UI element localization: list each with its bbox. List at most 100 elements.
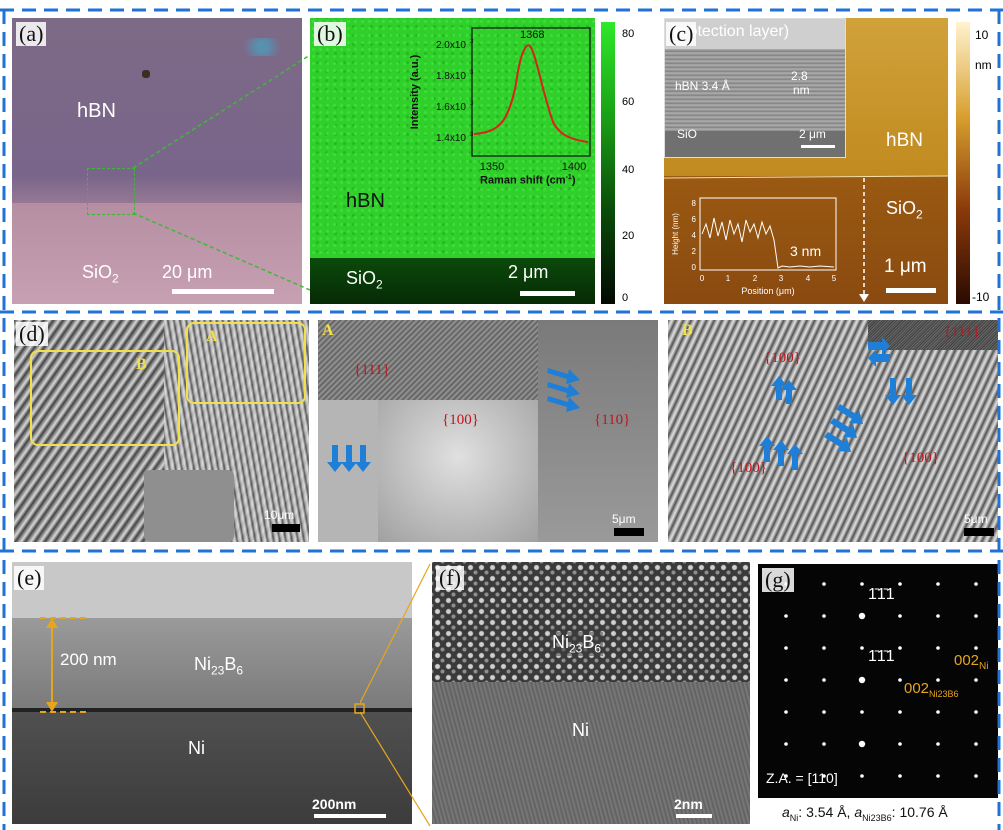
thickness-unit: nm: [793, 83, 810, 97]
zone-axis-label: Z.A. = [110]: [766, 770, 838, 786]
colorbar-bottom: -10: [972, 290, 990, 304]
diffraction-spot: [822, 678, 826, 682]
diffraction-spot: [974, 646, 978, 650]
diffraction-spot: [784, 742, 788, 746]
grain: [144, 470, 234, 542]
x-axis-label: Raman shift (cm-1): [480, 174, 576, 187]
diffraction-spot: [936, 742, 940, 746]
diffraction-spot: [858, 612, 866, 620]
ni-label: Ni: [188, 738, 205, 758]
scale-bar: [272, 524, 300, 532]
scale-bar: [520, 291, 575, 296]
box-label-a: A: [206, 328, 218, 345]
x-axis-label: Position (μm): [741, 286, 794, 296]
raman-texture: [310, 18, 595, 304]
height-profile-inset: 8 6 4 2 0 0 1 2 3 4 5 Position (μm) Heig…: [670, 194, 840, 296]
panel-d-sub-a: A {111} {100} {110} 5μm: [318, 320, 658, 542]
colorbar-top: 10: [975, 28, 989, 42]
diffraction-spot: [898, 614, 902, 618]
diffraction-spot: [858, 740, 866, 748]
diffraction-spot: [822, 742, 826, 746]
diffraction-spot: [974, 742, 978, 746]
thickness-label: 200 nm: [60, 650, 117, 669]
ni23b6-lattice: [432, 562, 750, 682]
sio2-inset-label: SiO: [677, 127, 698, 141]
lattice-constant-caption: aNi: 3.54 Å, aNi23B6: 10.76 Å: [782, 804, 948, 823]
ytick: 2: [692, 247, 697, 256]
colorbar-tick: 40: [622, 164, 635, 176]
sio2-label: SiO2: [886, 198, 923, 222]
inset-scale-label: 2 μm: [799, 127, 826, 141]
peak-label: 1368: [520, 29, 544, 41]
ni-lattice: [432, 682, 750, 824]
diffraction-spot: [860, 646, 864, 650]
protection-layer-region: [12, 562, 412, 618]
facet-label: {111}: [354, 362, 390, 378]
height-profile-chart: 8 6 4 2 0 0 1 2 3 4 5 Position (μm) Heig…: [671, 197, 837, 296]
xtick: 2: [753, 274, 758, 283]
scale-bar: [614, 528, 644, 536]
xtick: 0: [700, 274, 705, 283]
spot-label-002-ni: 002Ni: [954, 652, 989, 672]
scale-bar-label: 200nm: [312, 796, 357, 812]
thickness-marker: [40, 617, 365, 714]
facet-label: {111}: [944, 324, 980, 340]
facet-label: {100}: [442, 412, 479, 428]
panel-label-f: (f): [436, 566, 464, 590]
panel-label-e: (e): [14, 566, 45, 590]
afm-annotations: [664, 175, 948, 302]
svg-text:3: 3: [470, 39, 474, 45]
sio2-region: [12, 203, 302, 304]
thickness-label: 2.8: [791, 69, 808, 83]
xtick: 1350: [480, 161, 504, 173]
diffraction-spot: [974, 710, 978, 714]
diffraction-spot: [822, 614, 826, 618]
facet-111-region: [318, 320, 538, 400]
spot-label-002-ni23b6: 002Ni23B6: [904, 680, 959, 699]
diffraction-spot: [898, 646, 902, 650]
panel-d-sub-b: B {111} {100} {100} {100} 5μm: [668, 320, 998, 542]
svg-text:3: 3: [470, 132, 474, 138]
panel-d-sem-overview: (d) B A 10μm: [14, 320, 309, 542]
diffraction-spot: [936, 582, 940, 586]
panel-e-tem-cross-section: (e) 200 nm Ni23B6 Ni 200nm: [12, 562, 412, 824]
panel-b-raman-map: (b) hBN SiO2 2 μm 1368 2.0x10 1.8x10 1.6…: [310, 18, 595, 304]
hbn-spacing-label: hBN 3.4 Å: [675, 79, 730, 93]
panel-label-b: (b): [314, 22, 346, 46]
ytick: 6: [692, 215, 697, 224]
particle: [142, 70, 150, 78]
protection-layer-label: (protection layer): [669, 23, 790, 40]
ytick: 4: [692, 231, 697, 240]
diffraction-spot: [860, 710, 864, 714]
diffraction-spot: [936, 774, 940, 778]
scale-bar-label: 2 μm: [508, 262, 549, 282]
xtick: 1: [726, 274, 731, 283]
colorbar-c: [956, 22, 970, 304]
diffraction-spot: [784, 774, 788, 778]
scale-bar-label: 10μm: [264, 508, 295, 522]
panel-a-optical-image: (a) hBN SiO2 20 μm: [12, 18, 302, 304]
panel-label-g: (g): [762, 568, 794, 592]
diffraction-spot: [822, 646, 826, 650]
scale-bar: [172, 289, 274, 294]
hbn-label: hBN: [77, 100, 116, 122]
ni23b6-label: Ni23B6: [550, 632, 604, 656]
diffraction-spot: [784, 614, 788, 618]
direction-arrows-a: [327, 368, 580, 472]
scale-bar: [676, 814, 712, 818]
facet-label: {100}: [764, 350, 801, 366]
diffraction-spot: [974, 774, 978, 778]
interface-line: [12, 708, 412, 712]
panel-label-d: (d): [16, 322, 48, 346]
box-label-b: B: [136, 356, 147, 373]
colorbar-unit: nm: [975, 58, 992, 72]
ni-label: Ni: [572, 720, 589, 740]
diffraction-spot: [936, 614, 940, 618]
scale-bar-label: 1 μm: [884, 256, 927, 277]
diffraction-spot: [936, 646, 940, 650]
colorbar-tick: 0: [622, 292, 629, 304]
scale-bar-label: 5μm: [964, 512, 988, 526]
debris: [237, 38, 287, 56]
colorbar-tick: 80: [622, 28, 635, 40]
